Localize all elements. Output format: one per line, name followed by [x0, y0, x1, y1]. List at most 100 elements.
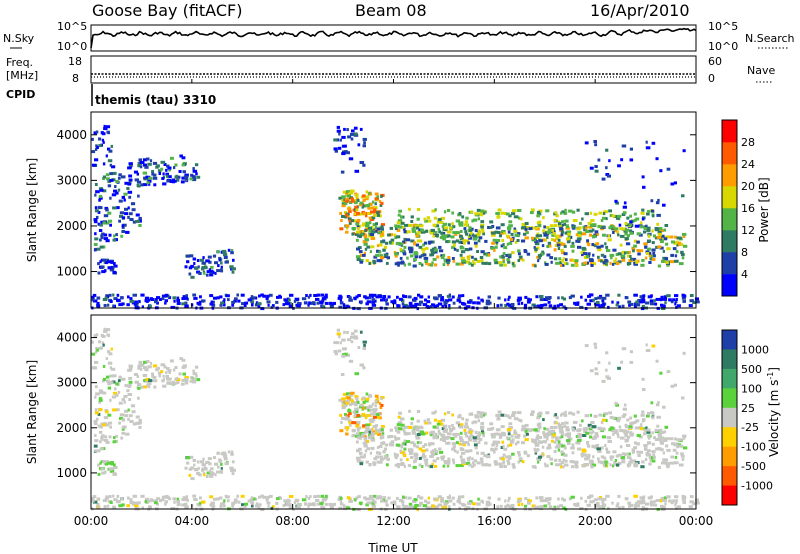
velocity-cell — [413, 498, 417, 501]
velocity-cell — [621, 347, 627, 351]
velocity-cell — [137, 396, 140, 400]
velocity-cell — [173, 382, 177, 385]
power-cell — [308, 301, 314, 305]
power-cell — [507, 260, 511, 264]
power-cell — [431, 209, 436, 213]
velocity-cell — [662, 458, 667, 462]
velocity-colorbar-swatch — [722, 466, 737, 486]
power-cell — [103, 237, 109, 241]
velocity-cell — [487, 496, 491, 500]
power-cell — [197, 265, 200, 269]
power-cell — [563, 222, 567, 226]
power-cell — [366, 203, 371, 207]
power-cell — [169, 156, 174, 160]
power-cell — [117, 188, 121, 192]
velocity-cell — [477, 419, 480, 423]
velocity-cell — [649, 458, 653, 462]
velocity-cell — [456, 499, 461, 503]
power-cell — [501, 255, 505, 259]
velocity-cell — [444, 430, 448, 433]
velocity-cell — [577, 435, 582, 439]
velocity-cell — [637, 454, 641, 457]
power-cell — [376, 244, 380, 248]
power-cell — [500, 244, 504, 248]
velocity-cell — [627, 456, 631, 460]
velocity-cell — [343, 404, 348, 407]
power-cell — [365, 214, 368, 218]
power-cell — [539, 295, 544, 298]
velocity-cell — [602, 435, 606, 439]
velocity-cell — [232, 460, 235, 464]
power-cell — [382, 248, 386, 252]
power-cell — [651, 214, 655, 218]
power-cell — [624, 251, 627, 255]
velocity-cell — [621, 452, 626, 456]
velocity-cell — [579, 439, 582, 442]
velocity-cell — [396, 496, 399, 500]
power-cell — [354, 205, 358, 209]
power-cell — [660, 303, 664, 307]
velocity-cell — [675, 451, 679, 455]
power-cell — [436, 234, 439, 238]
power-cell — [678, 262, 684, 266]
power-cell — [426, 305, 431, 309]
power-cell — [613, 215, 618, 218]
velocity-cell — [355, 432, 360, 436]
velocity-cell — [397, 465, 400, 469]
velocity-cell — [536, 423, 541, 427]
power-cell — [444, 304, 448, 308]
velocity-cell — [542, 440, 546, 444]
velocity-cell — [565, 459, 568, 463]
power-colorbar-swatch — [722, 230, 737, 253]
power-cell — [207, 255, 212, 259]
velocity-cell — [324, 494, 328, 498]
power-cell — [600, 303, 605, 307]
velocity-cell — [220, 467, 223, 471]
velocity-cell — [585, 431, 590, 435]
velocity-cell — [585, 456, 590, 460]
power-cell — [422, 303, 428, 307]
power-cell — [654, 302, 658, 306]
velocity-cell — [350, 340, 354, 344]
velocity-cell — [316, 502, 320, 506]
power-cell — [678, 236, 682, 240]
velocity-cell — [338, 335, 341, 339]
velocity-cell — [674, 503, 677, 507]
power-cell — [493, 248, 496, 252]
velocity-cell — [566, 439, 571, 443]
velocity-cell — [495, 442, 499, 446]
velocity-cell — [113, 466, 118, 469]
power-cell — [674, 254, 678, 258]
velocity-cell — [92, 495, 97, 499]
power-cell — [586, 239, 589, 243]
power-cell — [641, 208, 645, 212]
velocity-cell — [257, 503, 262, 507]
power-cell — [107, 179, 112, 183]
power-cell — [571, 225, 575, 229]
power-cell — [192, 178, 197, 182]
power-cell — [549, 256, 553, 260]
velocity-colorbar-swatch — [722, 485, 737, 506]
power-cell — [438, 245, 442, 249]
power-cell — [594, 165, 598, 168]
velocity-cell — [563, 453, 568, 457]
velocity-cell — [663, 499, 667, 502]
velocity-cell — [695, 501, 700, 505]
power-cell — [371, 298, 375, 302]
velocity-cell — [465, 506, 471, 510]
velocity-cell — [578, 428, 582, 432]
velocity-cell — [406, 458, 409, 462]
power-colorbar-tick: 16 — [741, 202, 755, 215]
velocity-cell — [363, 496, 367, 500]
velocity-cell — [135, 415, 140, 419]
power-cell — [452, 225, 456, 229]
velocity-colorbar-swatch — [722, 388, 737, 409]
power-cell — [603, 255, 607, 259]
velocity-cell — [429, 506, 433, 510]
power-cell — [669, 260, 675, 264]
power-cell — [181, 156, 186, 160]
velocity-cell — [678, 438, 682, 442]
power-cell — [601, 177, 606, 181]
power-cell — [250, 295, 254, 299]
power-cell — [209, 269, 214, 273]
